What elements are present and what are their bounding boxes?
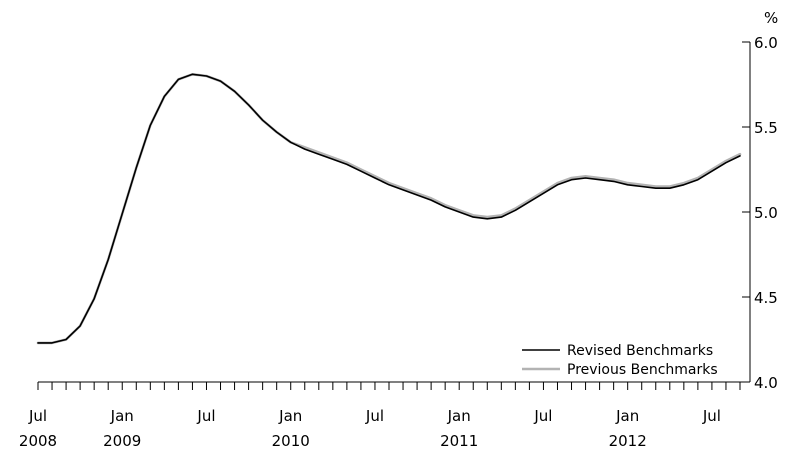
x-tick-label: Jan [278,407,302,425]
x-tick-label: Jul [28,407,47,425]
legend: Revised Benchmarks Previous Benchmarks [522,343,718,378]
x-year-label: 2011 [440,432,478,450]
y-tick-label: 4.5 [754,289,778,307]
y-tick-label: 4.0 [754,374,778,392]
x-tick-label: Jan [110,407,134,425]
series-line-revised-benchmarks [37,73,741,344]
series-layer [36,73,742,345]
x-tick-label: Jan [615,407,639,425]
x-tick-label: Jul [196,407,215,425]
x-year-label: 2009 [103,432,141,450]
x-year-label: 2010 [272,432,310,450]
x-tick-label: Jul [365,407,384,425]
y-tick-label: 5.0 [754,204,778,222]
legend-label-revised-benchmarks: Revised Benchmarks [567,343,713,359]
x-tick-label: Jul [702,407,721,425]
x-year-label: 2008 [19,432,57,450]
y-tick-label: 6.0 [754,34,778,52]
plot-axes: Jul 2008 Jan 2009 Jul Jan 2010 Jul Jan 2011 Jul Jan… [19,9,778,450]
x-year-label: 2012 [609,432,647,450]
series-line-previous-benchmarks [36,73,742,345]
y-tick-label: 5.5 [754,119,778,137]
legend-label-previous-benchmarks: Previous Benchmarks [567,362,718,378]
x-tick-label: Jan [447,407,471,425]
y-unit-label: % [764,9,778,27]
x-tick-label: Jul [533,407,552,425]
